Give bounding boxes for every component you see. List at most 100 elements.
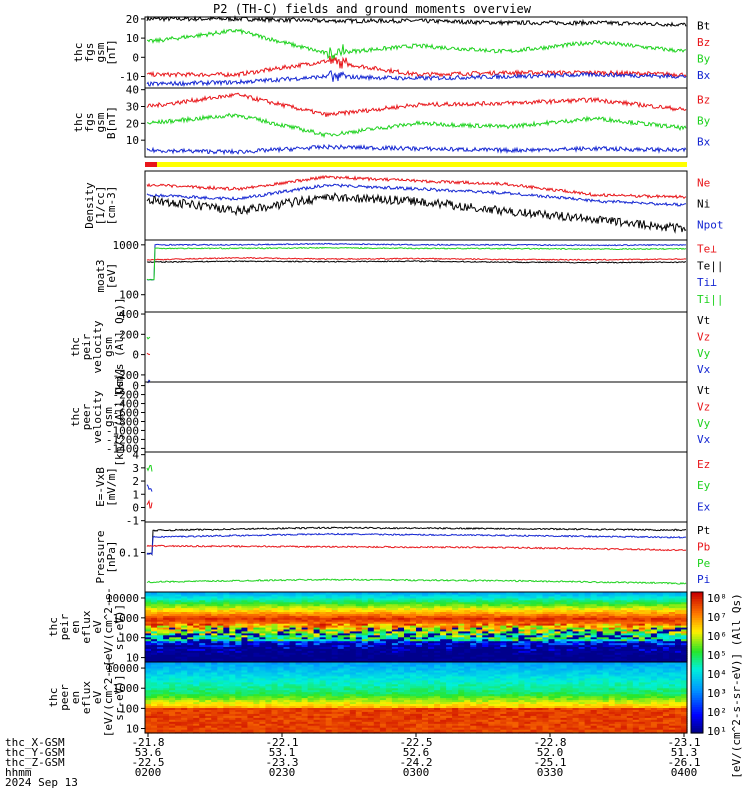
panel-9-cell [211,723,218,726]
panel-8-cell [548,656,556,659]
panel-8-cell [289,603,297,607]
panel-8-cell [205,627,212,630]
panel-8-cell [361,613,369,616]
panel-8-cell [566,636,574,640]
panel-8-cell [476,623,483,626]
panel-8-cell [145,605,152,609]
panel-8-cell [199,619,206,622]
panel-8-cell [542,601,550,605]
panel-8-cell [193,650,200,653]
panel-2-ylabel-line-0: Density [83,182,96,229]
panel-9-cell [440,703,447,706]
panel-8-cell [169,640,176,644]
panel-8-cell [313,625,321,628]
panel-9-cell [145,699,152,703]
panel-9-cell [205,707,212,710]
panel-8-cell [373,593,381,597]
panel-9-cell [385,711,393,714]
panel-8-cell [349,627,357,630]
panel-8-cell [229,648,236,651]
panel-9-cell [151,715,158,718]
panel-8-cell [331,601,339,605]
panel-9-cell [608,709,616,712]
panel-9-cell [608,719,616,722]
panel-8-cell [506,619,513,622]
panel-9-cell [199,721,206,724]
panel-8-cell [169,654,176,657]
panel-9-cell [548,715,556,718]
panel-8-cell [355,660,363,663]
panel-8-cell [391,592,399,595]
panel-8-cell [536,650,543,653]
panel-8-cell [391,634,399,638]
panel-9-cell [458,729,465,732]
panel-8-cell [259,627,266,630]
panel-8-cell [355,611,363,614]
panel-8-cell [301,634,309,638]
panel-8-cell [596,648,604,651]
panel-8-cell [193,621,200,624]
panel-9-cell [145,729,152,732]
panel-9-cell [289,711,297,714]
panel-8-cell [638,593,646,597]
panel-8-cell [596,605,604,609]
panel-8-cell [614,650,622,653]
panel-9-cell [295,707,303,710]
panel-8-cell [434,636,441,640]
panel-8-cell [379,619,387,622]
panel-9-cell [434,701,441,704]
panel-8-cell [355,621,363,624]
panel-9-cell [644,727,652,730]
panel-9-cell [542,723,550,726]
panel-9-cell [476,725,483,728]
panel-8-cell [416,648,423,651]
panel-8-cell [355,592,363,595]
panel-8-cell [361,630,369,634]
panel-8-cell [410,634,417,638]
panel-8-cell [548,636,556,640]
panel-8-cell [566,621,574,624]
panel-8-cell [650,611,658,614]
panel-8-cell [343,607,351,611]
panel-9-cell [337,701,345,704]
panel-8-cell [355,625,363,628]
panel-8-cell [632,619,640,622]
panel-8-cell [367,623,375,626]
panel-8-cell [554,625,562,628]
panel-8-cell [596,595,604,599]
panel-8-cell [157,646,164,649]
panel-8-cell [536,592,543,595]
panel-9-cell [277,709,285,712]
panel-9-cell [283,729,291,732]
panel-9-cell [644,723,652,726]
panel-8-cell [464,611,471,614]
panel-9-cell [187,727,194,730]
panel-8-cell [404,595,411,599]
panel-8-cell [428,605,435,609]
panel-9-cell [193,709,200,712]
panel-9-cell [560,717,568,720]
panel-8-cell [157,660,164,663]
panel-8-cell [675,630,682,634]
panel-9-cell [482,701,489,704]
panel-8-cell [632,636,640,640]
panel-8-cell [175,642,182,646]
panel-8-cell [650,613,658,616]
panel-9-cell [584,725,592,728]
panel-8-cell [247,619,254,622]
panel-8-cell [385,628,393,632]
panel-8-cell [247,603,254,607]
panel-9-cell [542,713,550,716]
panel-9-cell [500,729,507,732]
panel-9-cell [440,725,447,728]
panel-8-cell [524,642,531,646]
panel-8-cell [295,623,303,626]
panel-8-cell [319,634,327,638]
panel-9-cell [337,705,345,708]
panel-9-cell [536,731,543,734]
panel-8-cell [199,648,206,651]
panel-8-cell [265,605,272,609]
panel-9-cell [193,705,200,708]
panel-8-ytick-label-2: 100 [119,632,139,645]
panel-8-cell [223,603,230,607]
